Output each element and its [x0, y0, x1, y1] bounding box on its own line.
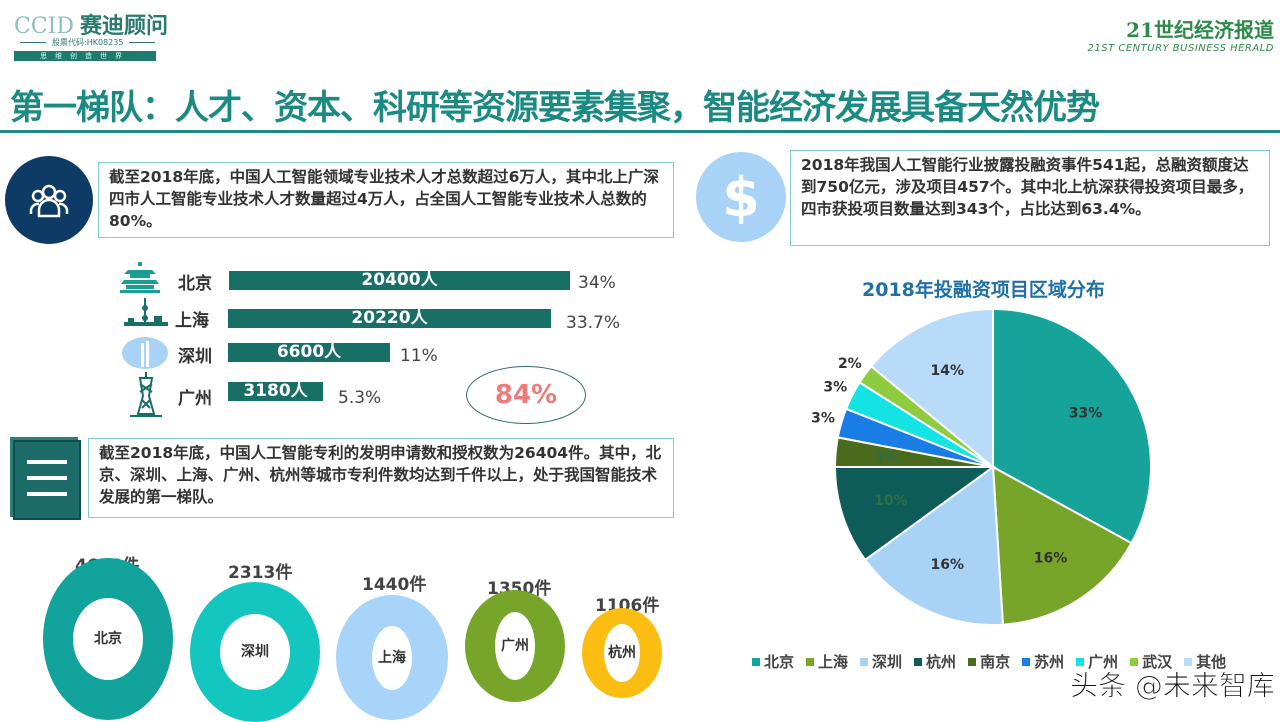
pie-slice-杭州: [833, 466, 997, 562]
canton-tower-icon: [126, 372, 166, 418]
legend-label: 上海: [818, 653, 849, 671]
talent-bar: 20220人: [228, 309, 551, 328]
talent-bar: 3180人: [228, 382, 323, 401]
talent-city: 深圳: [178, 347, 212, 367]
ring-city: 北京: [73, 598, 143, 680]
pie-slice-其他: [869, 307, 994, 470]
legend-item: 北京: [752, 651, 794, 672]
pie-slice-北京: [992, 307, 1152, 545]
talent-pct: 5.3%: [338, 388, 382, 408]
ring-count: 2313件: [228, 563, 293, 583]
chart-title: 2018年投融资项目区域分布: [862, 279, 1105, 301]
legend-swatch: [1184, 657, 1193, 666]
chart-legend: 北京 上海 深圳 杭州 南京 苏州 广州 武汉 其他: [752, 651, 1226, 672]
pie-label: 3%: [874, 450, 898, 466]
talent-city: 北京: [178, 274, 212, 294]
ring-beijing: 北京: [43, 558, 173, 720]
ring-city: 广州: [495, 612, 535, 680]
legend-label: 其他: [1196, 653, 1227, 671]
talent-pct: 34%: [578, 273, 616, 293]
page-title: 第一梯队：人才、资本、科研等资源要素集聚，智能经济发展具备天然优势: [10, 88, 1100, 128]
temple-of-heaven-icon: [120, 262, 160, 293]
legend-swatch: [1130, 657, 1139, 666]
pie-label: 2%: [838, 356, 862, 372]
ring-count: 1440件: [362, 575, 427, 595]
legend-swatch: [752, 657, 760, 666]
ring-city: 杭州: [604, 624, 640, 682]
pie-label: 3%: [823, 380, 847, 396]
total-pct-oval: 84%: [466, 366, 586, 424]
oriental-pearl-tower-icon: [124, 298, 168, 328]
legend-swatch: [860, 657, 869, 666]
legend-item: 杭州: [914, 651, 956, 672]
legend-label: 杭州: [926, 653, 957, 671]
title-divider: [0, 130, 1280, 133]
patent-summary: 截至2018年底，中国人工智能专利的发明申请数和授权数为26404件。其中，北京…: [88, 438, 674, 518]
talent-bar: 20400人: [229, 271, 570, 290]
ccid-logo: CCID 赛迪顾问: [14, 13, 169, 39]
pie-slice-深圳: [863, 465, 1004, 626]
legend-swatch: [1022, 657, 1031, 666]
ring-city: 上海: [372, 625, 412, 690]
ring-hangzhou: 杭州: [582, 608, 662, 698]
talent-pct: 33.7%: [566, 313, 621, 333]
legend-item: 上海: [806, 651, 848, 672]
investment-summary: 2018年我国人工智能行业披露投融资事件541起，总融资额度达到750亿元，涉及…: [790, 150, 1270, 246]
pie-slice-上海: [991, 465, 1133, 626]
talent-summary: 截至2018年底，中国人工智能领域专业技术人才总数超过6万人，其中北上广深四市人…: [98, 162, 674, 238]
legend-swatch: [806, 657, 815, 666]
talent-city: 上海: [175, 311, 209, 331]
total-pct: 84%: [494, 380, 558, 410]
ring-city: 深圳: [220, 614, 290, 690]
legend-label: 广州: [1088, 653, 1119, 671]
legend-item: 苏州: [1022, 651, 1064, 672]
ring-guangzhou: 广州: [465, 590, 565, 702]
stock-code: 股票代码:HK08235: [14, 37, 156, 48]
document-lines-icon: [13, 440, 81, 520]
ring-shanghai: 上海: [336, 595, 448, 720]
talent-city: 广州: [178, 389, 212, 409]
pie-label: 14%: [930, 363, 964, 379]
legend-swatch: [968, 657, 977, 666]
legend-item: 武汉: [1130, 651, 1172, 672]
legend-label: 北京: [764, 653, 795, 671]
legend-swatch: [1076, 657, 1085, 666]
pie-chart: 33% 16% 16% 10% 3% 3% 3% 2% 14%: [811, 307, 1152, 626]
pie-label: 16%: [930, 557, 964, 573]
legend-label: 深圳: [872, 653, 903, 671]
legend-label: 苏州: [1034, 653, 1065, 671]
pie-label: 16%: [1034, 551, 1068, 567]
talent-pct: 11%: [400, 346, 438, 366]
legend-swatch: [914, 657, 923, 666]
legend-label: 南京: [980, 653, 1011, 671]
ring-shenzhen: 深圳: [190, 582, 320, 722]
pie-label: 33%: [1069, 405, 1103, 421]
legend-item: 广州: [1076, 651, 1118, 672]
pie-label: 10%: [874, 493, 908, 509]
watermark: 头条 @未来智库: [1070, 669, 1276, 703]
legend-label: 武汉: [1142, 653, 1173, 671]
herald-logo: 21世纪经济报道 21ST CENTURY BUSINESS HERALD: [1087, 18, 1275, 54]
legend-item: 深圳: [860, 651, 902, 672]
legend-item: 其他: [1184, 651, 1226, 672]
pie-label: 3%: [811, 411, 835, 427]
people-group-icon: [5, 156, 93, 244]
talent-bar: 6600人: [228, 343, 390, 362]
shenzhen-building-icon: [122, 337, 168, 369]
dollar-icon: $: [696, 152, 786, 242]
logo-slogan: 思维创造世界: [14, 51, 156, 61]
legend-item: 南京: [968, 651, 1010, 672]
